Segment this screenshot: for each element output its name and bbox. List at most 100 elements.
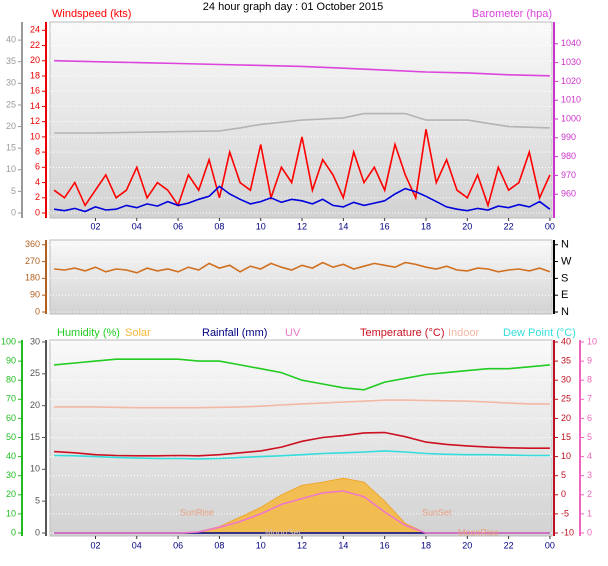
- y-tick-label: 1000: [561, 113, 581, 123]
- y-tick-label: 10: [561, 451, 571, 461]
- y-tick-label: 90: [30, 290, 40, 300]
- y-tick-label: 1020: [561, 76, 581, 86]
- y-tick-label: 15: [561, 432, 571, 442]
- y-tick-label: 10: [30, 464, 40, 474]
- y-tick-label: 0: [35, 527, 40, 537]
- y-tick-label: 15: [6, 143, 16, 153]
- line: [54, 490, 550, 534]
- y-tick-label: 270: [25, 256, 40, 266]
- x-tick-label: 06: [173, 540, 183, 550]
- y-tick-label: 180: [25, 273, 40, 283]
- x-tick-label: 08: [214, 540, 224, 550]
- y-tick-label: 0: [587, 527, 592, 537]
- y-tick-label: 4: [587, 451, 592, 461]
- x-tick-label: 02: [90, 540, 100, 550]
- y-tick-label: 25: [561, 394, 571, 404]
- y-tick-label: 4: [35, 177, 40, 187]
- y-tick-label: 20: [561, 413, 571, 423]
- x-tick-label: 22: [504, 540, 514, 550]
- y-tick-label: 18: [30, 70, 40, 80]
- y-tick-label: 360: [25, 239, 40, 249]
- y-tick-label: 970: [561, 170, 576, 180]
- x-tick-label: 06: [173, 221, 183, 231]
- x-tick-label: 20: [462, 221, 472, 231]
- line: [53, 129, 551, 209]
- y-tick-label: 2: [35, 192, 40, 202]
- y-tick-label: 990: [561, 132, 576, 142]
- x-tick-label: 18: [421, 221, 431, 231]
- y-tick-label: 980: [561, 151, 576, 161]
- y-tick-label: 5: [561, 470, 566, 480]
- y-tick-label: 10: [6, 164, 16, 174]
- y-tick-label: 30: [30, 336, 40, 346]
- x-tick-label: 16: [380, 221, 390, 231]
- legend-entry: Solar: [125, 327, 151, 339]
- y-tick-label: 960: [561, 189, 576, 199]
- plot-background: [49, 239, 553, 315]
- y-tick-label: 0: [561, 489, 566, 499]
- y-tick-label: 40: [6, 451, 16, 461]
- y-tick-label: 12: [30, 116, 40, 126]
- y-tick-label: 20: [30, 55, 40, 65]
- y-tick-label: E: [561, 289, 568, 301]
- y-tick-label: 25: [6, 99, 16, 109]
- y-tick-label: 5: [35, 496, 40, 506]
- y-tick-label: 40: [561, 336, 571, 346]
- line: [54, 112, 550, 134]
- y-tick-label: 9: [587, 355, 592, 365]
- x-tick-label: 10: [256, 221, 266, 231]
- y-tick-label: 2: [587, 489, 592, 499]
- y-tick-label: 30: [561, 375, 571, 385]
- x-tick-label: 14: [338, 221, 348, 231]
- y-tick-label: 70: [6, 394, 16, 404]
- y-tick-label: -10: [561, 527, 574, 537]
- y-tick-label: 0: [35, 207, 40, 217]
- y-tick-label: 100: [1, 336, 16, 346]
- chart-title: 24 hour graph day : 01 October 2015: [203, 1, 383, 13]
- line: [53, 185, 551, 213]
- y-tick-label: 35: [561, 355, 571, 365]
- y-tick-label: 40: [6, 35, 16, 45]
- y-tick-label: 1040: [561, 38, 581, 48]
- annotation: MoonRise: [458, 527, 499, 537]
- y-tick-label: 30: [6, 470, 16, 480]
- y-tick-label: 10: [30, 131, 40, 141]
- x-tick-label: 10: [256, 540, 266, 550]
- x-tick-label: 00: [545, 221, 555, 231]
- y-tick-label: 8: [35, 146, 40, 156]
- y-tick-label: 20: [6, 121, 16, 131]
- annotation: SunSet: [422, 507, 452, 517]
- y-tick-label: 35: [6, 56, 16, 66]
- y-tick-label: 1: [587, 508, 592, 518]
- y-tick-label: 30: [6, 78, 16, 88]
- y-tick-label: S: [561, 272, 568, 284]
- y-tick-label: 15: [30, 432, 40, 442]
- y-tick-label: 0: [11, 527, 16, 537]
- line: [54, 399, 550, 409]
- y-tick-label: 7: [587, 394, 592, 404]
- x-tick-label: 18: [421, 540, 431, 550]
- y-tick-label: N: [561, 306, 569, 318]
- legend-entry: Barometer (hpa): [472, 8, 552, 20]
- y-tick-label: N: [561, 239, 569, 251]
- x-tick-label: 16: [380, 540, 390, 550]
- y-tick-label: 10: [6, 508, 16, 518]
- y-tick-label: 1010: [561, 95, 581, 105]
- y-tick-label: W: [561, 255, 572, 267]
- y-tick-label: 22: [30, 40, 40, 50]
- x-tick-label: 14: [338, 540, 348, 550]
- y-tick-label: 25: [30, 368, 40, 378]
- y-tick-label: 8: [587, 375, 592, 385]
- annotation: MoonSet: [265, 527, 302, 537]
- y-tick-label: 6: [587, 413, 592, 423]
- y-tick-label: 0: [35, 306, 40, 316]
- x-tick-label: 04: [132, 540, 142, 550]
- y-tick-label: 60: [6, 413, 16, 423]
- legend-entry: UV: [285, 327, 301, 339]
- y-tick-label: 10: [587, 336, 597, 346]
- legend-entry: Rainfall (mm): [202, 327, 267, 339]
- y-tick-label: 24: [30, 25, 40, 35]
- y-tick-label: 20: [6, 489, 16, 499]
- legend-entry: Dew Point (°C): [503, 327, 576, 339]
